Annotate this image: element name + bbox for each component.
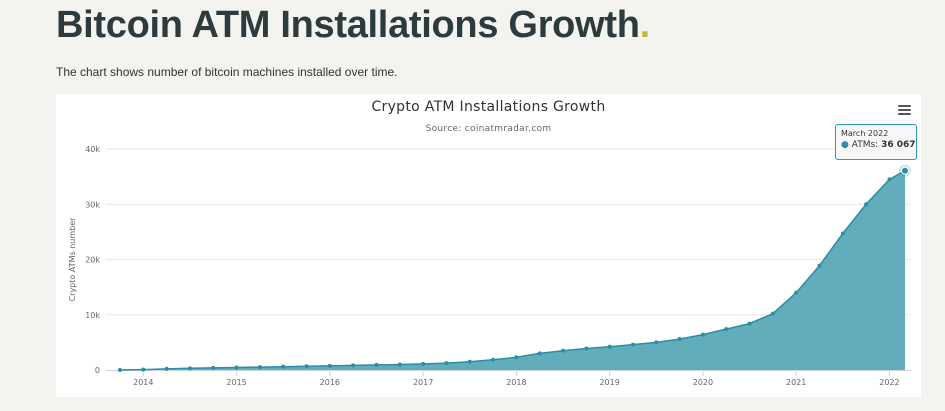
data-point (304, 364, 309, 369)
page-title-text: Bitcoin ATM Installations Growth (56, 4, 640, 46)
hamburger-menu-icon[interactable] (898, 105, 911, 116)
chart-subtitle: Source: coinatmradar.com (425, 124, 552, 134)
data-point (864, 202, 869, 207)
y-tick-label: 20k (85, 256, 100, 265)
data-point (211, 365, 216, 370)
data-point (421, 361, 426, 366)
x-tick-label: 2017 (413, 378, 433, 387)
data-point (281, 364, 286, 369)
hovered-data-point (901, 166, 909, 175)
data-point (351, 363, 356, 368)
data-point (887, 177, 892, 182)
x-tick-label: 2022 (879, 378, 899, 387)
series-area (120, 170, 905, 370)
y-axis-title: Crypto ATMs number (68, 217, 77, 302)
tooltip-series-dot-icon: ● (841, 140, 849, 150)
data-point (491, 357, 496, 362)
data-point (677, 337, 682, 342)
tooltip-series-name: ATMs (851, 140, 876, 150)
data-point (630, 342, 635, 347)
tooltip-row: ● ATMs: 36 067 (841, 140, 916, 150)
data-point (584, 346, 589, 351)
x-tick-label: 2019 (599, 378, 619, 387)
data-point (724, 327, 729, 332)
data-point (514, 355, 519, 360)
y-tick-label: 40k (85, 145, 100, 154)
data-point (537, 351, 542, 356)
data-point (397, 362, 402, 367)
chart-tooltip: March 2022 ● ATMs: 36 067 (835, 124, 917, 160)
data-point (164, 366, 169, 371)
data-point (794, 290, 799, 295)
y-tick-label: 0 (95, 366, 100, 375)
tooltip-value: 36 067 (881, 140, 916, 150)
data-point (770, 311, 775, 316)
chart-title: Crypto ATM Installations Growth (371, 99, 606, 115)
data-point (747, 321, 752, 326)
data-point (607, 344, 612, 349)
x-tick-label: 2016 (320, 378, 340, 387)
x-tick-label: 2021 (786, 378, 806, 387)
y-tick-label: 10k (85, 311, 100, 320)
data-point (654, 340, 659, 345)
data-point (327, 363, 332, 368)
data-point (700, 332, 705, 337)
x-tick-label: 2018 (506, 378, 526, 387)
data-point (118, 367, 122, 372)
x-tick-label: 2020 (693, 378, 713, 387)
data-point (444, 361, 449, 366)
data-point (561, 348, 566, 353)
data-point (817, 263, 822, 268)
data-point (467, 359, 472, 364)
data-point (187, 366, 192, 371)
title-accent-dot: . (639, 4, 651, 46)
data-point (234, 365, 239, 370)
y-tick-label: 30k (85, 200, 100, 209)
area-chart[interactable]: 0 10k 20k 30k 40k 2014 2015 2016 2017 2018 2019 202… (56, 94, 921, 397)
data-point (840, 231, 845, 236)
tooltip-date: March 2022 (841, 129, 889, 138)
chart-card: 0 10k 20k 30k 40k 2014 2015 2016 2017 2018 2019 202… (56, 94, 921, 397)
data-point (374, 362, 379, 367)
page-subtitle: The chart shows number of bitcoin machin… (56, 65, 398, 79)
x-tick-label: 2015 (226, 378, 246, 387)
x-tick-label: 2014 (133, 378, 153, 387)
page-title: Bitcoin ATM Installations Growth. (56, 4, 650, 47)
data-point (141, 367, 146, 372)
data-point (257, 365, 262, 370)
